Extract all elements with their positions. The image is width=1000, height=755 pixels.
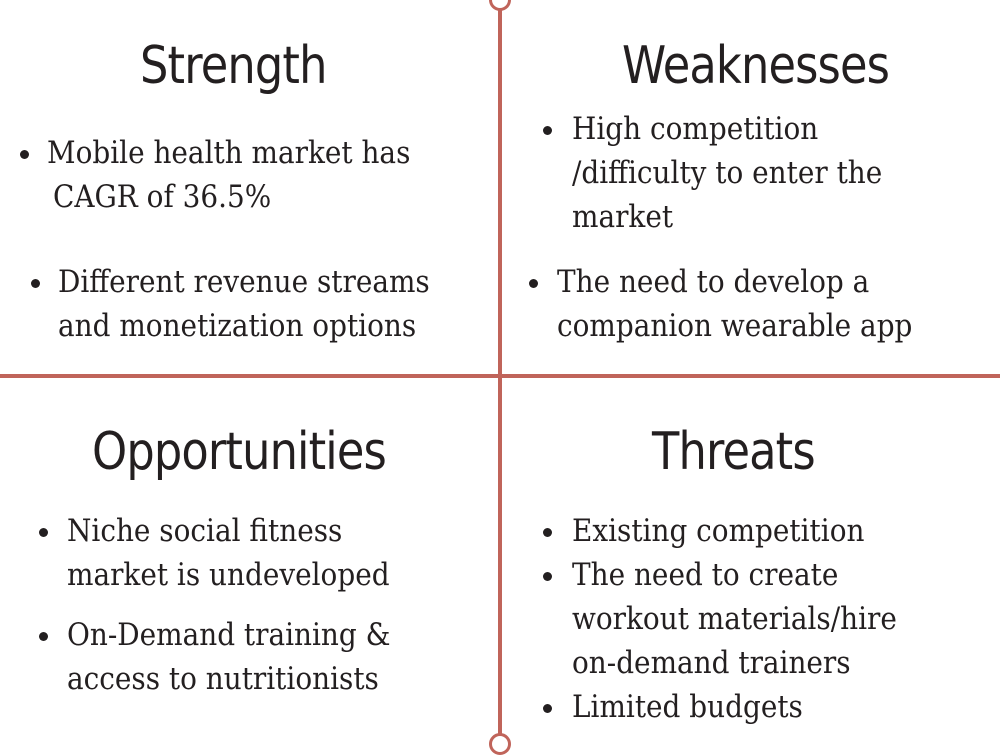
threats-item-2-line-1: The need to create xyxy=(572,557,839,593)
bullet-dot xyxy=(20,150,29,159)
weaknesses-item-1-line-3: market xyxy=(572,199,674,235)
vertical-divider xyxy=(498,0,502,750)
bullet-dot xyxy=(39,528,48,537)
strength-title: Strength xyxy=(140,36,327,96)
bottom-ring-marker xyxy=(489,733,511,755)
opportunities-item-2-line-2: access to nutritionists xyxy=(67,661,379,697)
opportunities-item-1-line-2: market is undeveloped xyxy=(67,557,390,593)
bullet-dot xyxy=(543,126,552,135)
opportunities-item-2-line-1: On-Demand training & xyxy=(67,617,391,653)
threats-title: Threats xyxy=(652,422,816,482)
top-ring-marker xyxy=(489,0,511,11)
weaknesses-item-1-line-1: High competition xyxy=(572,111,819,147)
threats-item-2-line-3: on-demand trainers xyxy=(572,645,851,681)
threats-item-1-line-1: Existing competition xyxy=(572,513,865,549)
weaknesses-item-1-line-2: /difficulty to enter the xyxy=(572,155,883,191)
strength-item-1-line-2: CAGR of 36.5% xyxy=(53,179,272,215)
bullet-dot xyxy=(543,704,552,713)
bullet-dot xyxy=(543,528,552,537)
weaknesses-item-2-line-2: companion wearable app xyxy=(557,308,913,344)
bullet-dot xyxy=(543,572,552,581)
weaknesses-title: Weaknesses xyxy=(622,36,890,96)
threats-item-3-line-1: Limited budgets xyxy=(572,689,803,725)
bullet-dot xyxy=(529,279,538,288)
weaknesses-item-2-line-1: The need to develop a xyxy=(557,264,870,300)
strength-item-2-line-2: and monetization options xyxy=(58,308,417,344)
strength-item-2-line-1: Different revenue streams xyxy=(58,264,430,300)
bullet-dot xyxy=(31,279,40,288)
threats-item-2-line-2: workout materials/hire xyxy=(572,601,897,637)
opportunities-title: Opportunities xyxy=(92,422,387,482)
bullet-dot xyxy=(39,632,48,641)
strength-item-1-line-1: Mobile health market has xyxy=(47,135,411,171)
opportunities-item-1-line-1: Niche social fitness xyxy=(67,513,343,549)
